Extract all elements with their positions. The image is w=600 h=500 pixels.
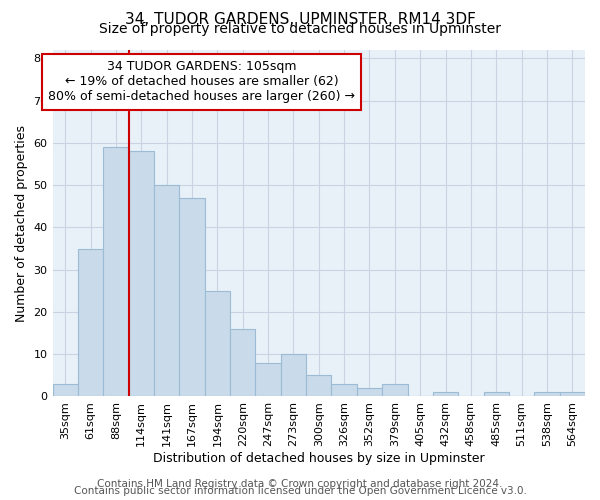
Text: Contains public sector information licensed under the Open Government Licence v3: Contains public sector information licen… <box>74 486 526 496</box>
Bar <box>281 354 306 397</box>
Bar <box>382 384 407 396</box>
Bar <box>78 248 103 396</box>
Bar <box>306 376 331 396</box>
Bar <box>154 185 179 396</box>
Text: 34, TUDOR GARDENS, UPMINSTER, RM14 3DF: 34, TUDOR GARDENS, UPMINSTER, RM14 3DF <box>125 12 475 28</box>
Bar <box>433 392 458 396</box>
Bar <box>53 384 78 396</box>
Bar <box>230 329 256 396</box>
Text: Size of property relative to detached houses in Upminster: Size of property relative to detached ho… <box>99 22 501 36</box>
Bar <box>103 147 128 396</box>
Bar <box>256 362 281 396</box>
X-axis label: Distribution of detached houses by size in Upminster: Distribution of detached houses by size … <box>153 452 485 465</box>
Bar <box>357 388 382 396</box>
Y-axis label: Number of detached properties: Number of detached properties <box>15 124 28 322</box>
Bar <box>484 392 509 396</box>
Text: 34 TUDOR GARDENS: 105sqm
← 19% of detached houses are smaller (62)
80% of semi-d: 34 TUDOR GARDENS: 105sqm ← 19% of detach… <box>48 60 355 104</box>
Bar <box>128 152 154 396</box>
Bar <box>205 291 230 397</box>
Text: Contains HM Land Registry data © Crown copyright and database right 2024.: Contains HM Land Registry data © Crown c… <box>97 479 503 489</box>
Bar <box>179 198 205 396</box>
Bar <box>331 384 357 396</box>
Bar <box>534 392 560 396</box>
Bar <box>560 392 585 396</box>
